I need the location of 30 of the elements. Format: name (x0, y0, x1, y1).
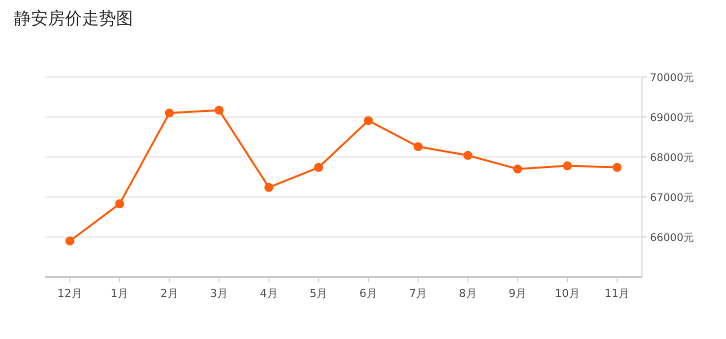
point (562, 161, 572, 170)
point (164, 108, 174, 118)
point (463, 150, 472, 160)
y-tick-label: 66000元 (650, 232, 694, 244)
x-tick-label: 8月 (458, 287, 477, 300)
point (513, 164, 522, 174)
point (214, 106, 224, 115)
x-tick-label: 12月 (57, 287, 82, 300)
x-tick-label: 5月 (310, 287, 328, 300)
x-tick-label: 1月 (110, 287, 129, 300)
y-tick-label: 68000元 (650, 152, 694, 164)
x-tick-label: 11月 (604, 287, 630, 300)
point (115, 199, 124, 208)
x-tick-label: 10月 (554, 287, 580, 300)
x-tick-label: 6月 (359, 287, 378, 300)
point (65, 236, 74, 246)
point (314, 162, 324, 172)
y-tick-label: 67000元 (650, 192, 694, 204)
x-tick-label: 9月 (508, 287, 527, 300)
y-tick-label: 70000元 (650, 72, 694, 84)
point (414, 142, 423, 152)
x-tick-label: 3月 (210, 287, 228, 300)
point (612, 162, 622, 172)
chart-title: 静安房价走势图 (14, 9, 133, 29)
y-tick-label: 69000元 (650, 112, 694, 124)
point (364, 116, 373, 126)
point (264, 182, 274, 192)
x-tick-label: 7月 (409, 287, 428, 300)
x-tick-label: 2月 (160, 287, 178, 300)
x-tick-label: 4月 (260, 287, 278, 300)
